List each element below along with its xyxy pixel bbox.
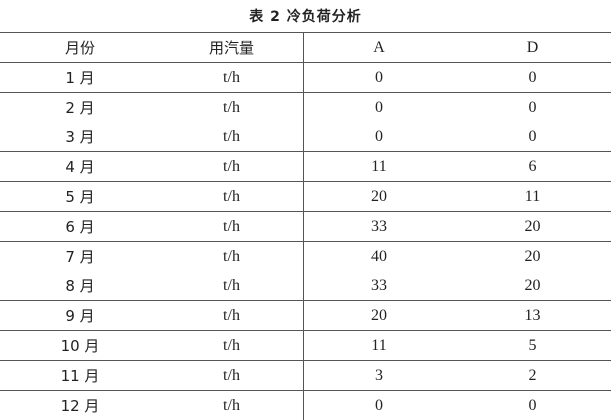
cell-steam: t/h [160, 93, 304, 123]
cell-month: 4 月 [0, 152, 160, 182]
cell-a: 40 [304, 242, 455, 272]
cell-month: 8 月 [0, 271, 160, 301]
header-a: A [304, 33, 455, 63]
cell-a: 20 [304, 182, 455, 212]
cell-month: 1 月 [0, 63, 160, 93]
cell-steam: t/h [160, 182, 304, 212]
cell-d: 0 [454, 63, 611, 93]
cell-a: 33 [304, 271, 455, 301]
cell-d: 6 [454, 152, 611, 182]
cell-steam: t/h [160, 361, 304, 391]
cell-d: 20 [454, 212, 611, 242]
cell-steam: t/h [160, 63, 304, 93]
cell-d: 0 [454, 93, 611, 123]
cell-steam: t/h [160, 301, 304, 331]
cell-d: 13 [454, 301, 611, 331]
cell-a: 0 [304, 63, 455, 93]
header-d: D [454, 33, 611, 63]
cell-steam: t/h [160, 242, 304, 272]
cell-steam: t/h [160, 271, 304, 301]
header-month: 月份 [0, 33, 160, 63]
cell-d: 11 [454, 182, 611, 212]
cell-month: 3 月 [0, 122, 160, 152]
table-title: 表 2 冷负荷分析 [0, 6, 611, 26]
cell-a: 0 [304, 93, 455, 123]
cell-d: 2 [454, 361, 611, 391]
cell-d: 0 [454, 122, 611, 152]
cell-a: 0 [304, 391, 455, 420]
cell-steam: t/h [160, 122, 304, 152]
cell-month: 5 月 [0, 182, 160, 212]
cell-month: 2 月 [0, 93, 160, 123]
cell-d: 5 [454, 331, 611, 361]
cell-month: 12 月 [0, 391, 160, 420]
cell-month: 10 月 [0, 331, 160, 361]
header-steam: 用汽量 [160, 33, 304, 63]
cell-d: 20 [454, 271, 611, 301]
cell-d: 20 [454, 242, 611, 272]
cell-steam: t/h [160, 152, 304, 182]
cell-steam: t/h [160, 331, 304, 361]
cell-a: 33 [304, 212, 455, 242]
cell-steam: t/h [160, 212, 304, 242]
header-row: 月份 用汽量 A D [0, 33, 611, 63]
cell-month: 11 月 [0, 361, 160, 391]
cell-a: 20 [304, 301, 455, 331]
cell-d: 0 [454, 391, 611, 420]
cell-month: 9 月 [0, 301, 160, 331]
cell-month: 7 月 [0, 242, 160, 272]
cell-steam: t/h [160, 391, 304, 420]
cell-a: 0 [304, 122, 455, 152]
cell-a: 11 [304, 331, 455, 361]
cell-a: 3 [304, 361, 455, 391]
cell-a: 11 [304, 152, 455, 182]
cell-month: 6 月 [0, 212, 160, 242]
